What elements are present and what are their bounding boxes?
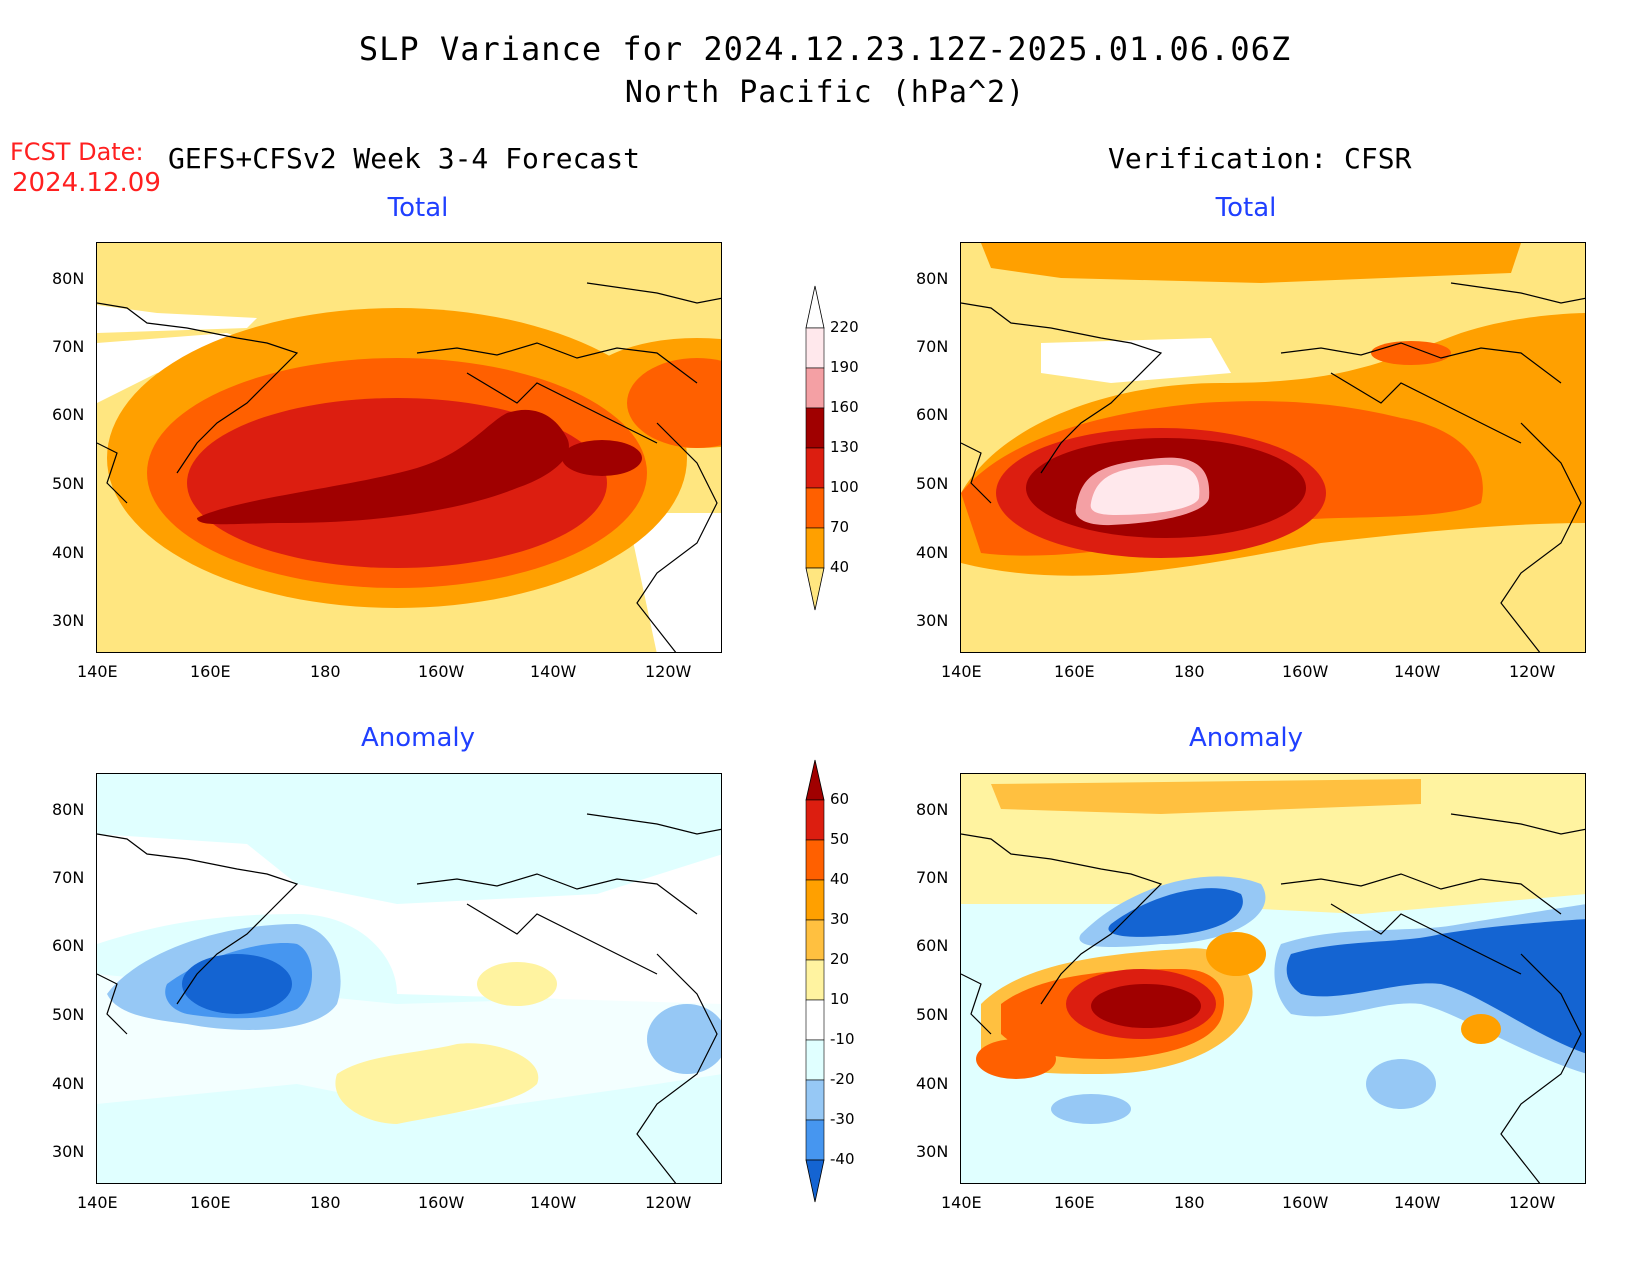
colorbar-total-swatch — [805, 527, 825, 569]
lon-label: 120W — [1509, 1193, 1556, 1212]
colorbar-anomaly-label: 10 — [830, 990, 850, 1008]
lon-label: 120W — [645, 1193, 692, 1212]
colorbar-total-swatch — [805, 407, 825, 449]
lat-label: 70N — [52, 337, 85, 356]
lon-label: 180 — [1174, 1193, 1205, 1212]
lat-label: 30N — [916, 611, 949, 630]
lon-label: 140E — [941, 1193, 982, 1212]
lat-label: 80N — [916, 269, 949, 288]
colorbar-anomaly-label: -40 — [830, 1150, 855, 1168]
lon-label: 140E — [77, 1193, 118, 1212]
colorbar-anomaly-swatch — [805, 879, 825, 921]
lat-label: 30N — [52, 611, 85, 630]
colorbar-anomaly-swatch — [805, 959, 825, 1001]
lat-label: 70N — [916, 337, 949, 356]
panel-title-verification-total: Total — [1215, 193, 1277, 223]
lon-label: 160E — [190, 662, 231, 681]
colorbar-anomaly-label: 60 — [830, 790, 850, 808]
lat-label: 60N — [916, 936, 949, 955]
lon-label: 180 — [310, 1193, 341, 1212]
lon-label: 140W — [1394, 662, 1441, 681]
lat-label: 40N — [52, 543, 85, 562]
colorbar-anomaly-label: -20 — [830, 1070, 855, 1088]
lon-label: 120W — [645, 662, 692, 681]
lon-label: 160W — [418, 1193, 465, 1212]
lat-label: 60N — [52, 405, 85, 424]
lon-label: 120W — [1509, 662, 1556, 681]
map-verification-total — [960, 242, 1586, 653]
lon-label: 180 — [310, 662, 341, 681]
map-forecast-anomaly — [96, 773, 722, 1184]
lat-label: 50N — [916, 1005, 949, 1024]
forecast-date-value: 2024.12.09 — [12, 168, 161, 198]
lon-label: 160W — [418, 662, 465, 681]
map-forecast-total — [96, 242, 722, 653]
lon-label: 140E — [941, 662, 982, 681]
colorbar-total-swatch — [805, 327, 825, 369]
lat-label: 60N — [916, 405, 949, 424]
lat-label: 70N — [52, 868, 85, 887]
lon-label: 160E — [1054, 662, 1095, 681]
colorbar-total-swatch — [805, 447, 825, 489]
panel-title-verification-anomaly: Anomaly — [1188, 723, 1304, 753]
lat-label: 80N — [52, 269, 85, 288]
colorbar-anomaly-swatch — [805, 839, 825, 881]
lon-label: 140W — [530, 662, 577, 681]
colorbar-total-label: 190 — [830, 358, 859, 376]
colorbar-total-label: 130 — [830, 438, 859, 456]
panel-title-forecast-total: Total — [387, 193, 449, 223]
colorbar-anomaly-swatch — [805, 999, 825, 1041]
lat-label: 50N — [52, 1005, 85, 1024]
lat-label: 70N — [916, 868, 949, 887]
colorbar-anomaly — [805, 759, 825, 1203]
colorbar-total-swatch — [805, 487, 825, 529]
lat-label: 40N — [916, 543, 949, 562]
lon-label: 140W — [530, 1193, 577, 1212]
lon-label: 140E — [77, 662, 118, 681]
colorbar-anomaly-label: 20 — [830, 950, 850, 968]
main-title: SLP Variance for 2024.12.23.12Z-2025.01.… — [358, 30, 1292, 68]
lon-label: 160E — [190, 1193, 231, 1212]
lat-label: 50N — [916, 474, 949, 493]
colorbar-total-label: 220 — [830, 318, 859, 336]
lat-label: 80N — [916, 800, 949, 819]
colorbar-anomaly-swatch — [805, 919, 825, 961]
lon-label: 180 — [1174, 662, 1205, 681]
colorbar-anomaly-label: 40 — [830, 870, 850, 888]
colorbar-anomaly-swatch — [805, 799, 825, 841]
lat-label: 60N — [52, 936, 85, 955]
colorbar-total — [805, 285, 825, 611]
forecast-date-label: FCST Date: — [10, 138, 144, 166]
lat-label: 80N — [52, 800, 85, 819]
lat-label: 40N — [916, 1074, 949, 1093]
colorbar-total-label: 160 — [830, 398, 859, 416]
colorbar-anomaly-label: -30 — [830, 1110, 855, 1128]
main-subtitle: North Pacific (hPa^2) — [624, 75, 1026, 110]
colorbar-anomaly-label: -10 — [830, 1030, 855, 1048]
colorbar-total-label: 70 — [830, 518, 850, 536]
lon-label: 160E — [1054, 1193, 1095, 1212]
colorbar-anomaly-swatch — [805, 1119, 825, 1161]
colorbar-anomaly-swatch — [805, 1079, 825, 1121]
colorbar-anomaly-swatch — [805, 1039, 825, 1081]
map-verification-anomaly — [960, 773, 1586, 1184]
colorbar-total-swatch — [805, 367, 825, 409]
forecast-column-header: GEFS+CFSv2 Week 3-4 Forecast — [168, 142, 641, 175]
verification-column-header: Verification: CFSR — [1108, 142, 1412, 175]
colorbar-anomaly-label: 50 — [830, 830, 850, 848]
colorbar-total-label: 40 — [830, 558, 850, 576]
lon-label: 140W — [1394, 1193, 1441, 1212]
lon-label: 160W — [1282, 1193, 1329, 1212]
lat-label: 30N — [916, 1142, 949, 1161]
lat-label: 40N — [52, 1074, 85, 1093]
colorbar-total-label: 100 — [830, 478, 859, 496]
panel-title-forecast-anomaly: Anomaly — [360, 723, 476, 753]
lat-label: 50N — [52, 474, 85, 493]
lat-label: 30N — [52, 1142, 85, 1161]
colorbar-anomaly-label: 30 — [830, 910, 850, 928]
lon-label: 160W — [1282, 662, 1329, 681]
